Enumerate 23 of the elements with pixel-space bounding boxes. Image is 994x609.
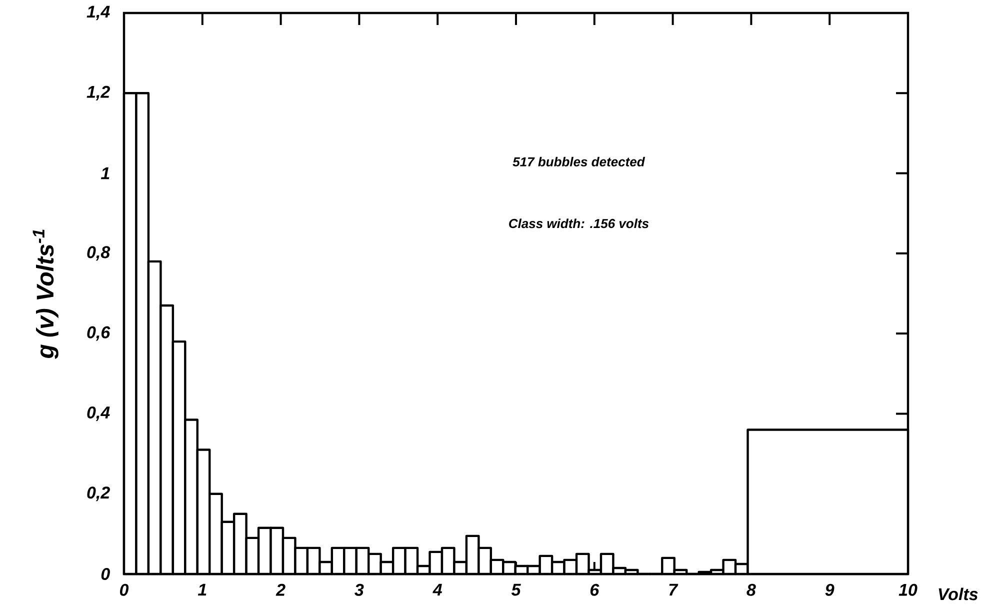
x-tick-label: 9	[825, 584, 834, 596]
x-axis-title: Volts	[938, 588, 978, 600]
annotation: Class width: .156 volts	[509, 218, 649, 228]
y-tick-label: 1	[100, 167, 110, 180]
y-tick-label: 0,6	[87, 326, 110, 341]
x-tick-label: 3	[354, 584, 364, 596]
y-axis-title: g (v) Volts$^{-1}$	[32, 230, 58, 359]
x-tick-label: 8	[746, 584, 756, 596]
x-tick-label: 10	[898, 584, 918, 596]
y-tick-label: 1,4	[86, 6, 110, 20]
y-tick-label: 0,2	[87, 486, 110, 502]
y-tick-label: 0,4	[87, 406, 110, 421]
x-tick-label: 5	[511, 584, 521, 596]
x-tick-label: 1	[198, 584, 206, 596]
x-tick-label: 4	[432, 584, 442, 596]
y-tick-label: 1,2	[86, 86, 110, 100]
x-tick-label: 7	[669, 584, 678, 596]
x-tick-label: 0	[120, 584, 129, 596]
x-tick-label: 6	[590, 584, 600, 596]
x-tick-label: 2	[276, 584, 286, 596]
annotation: 517 bubbles detected	[512, 156, 646, 166]
y-tick-label: 0,8	[87, 246, 110, 261]
y-tick-label: 0	[101, 568, 110, 580]
